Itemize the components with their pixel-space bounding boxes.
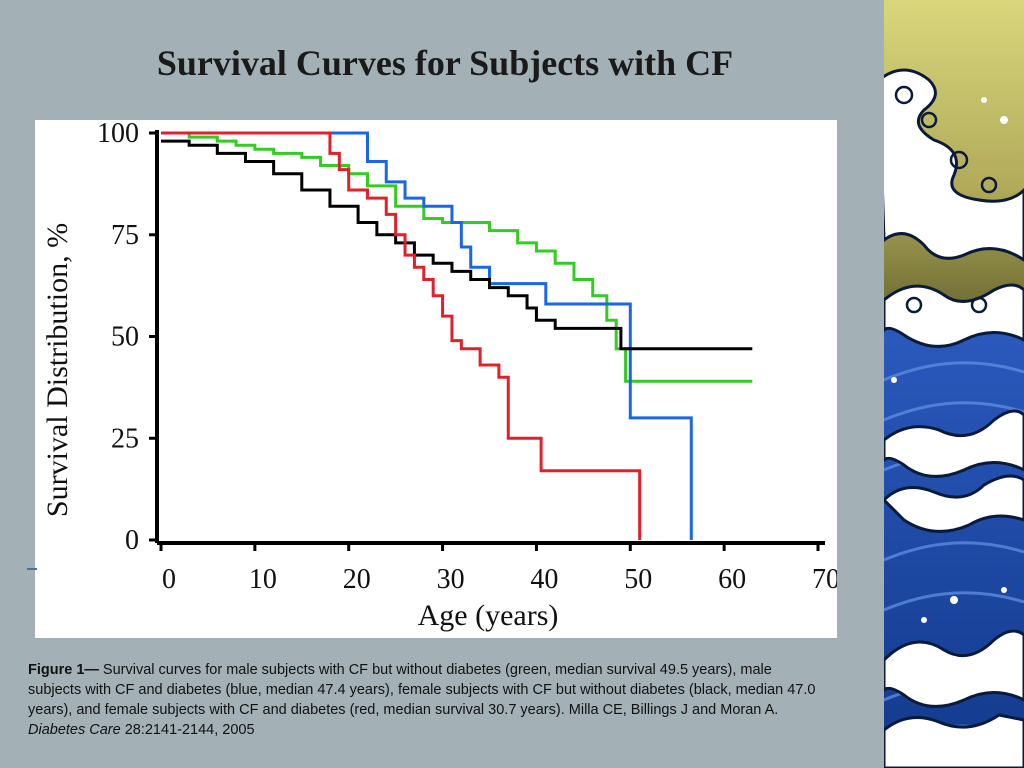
slide-title: Survival Curves for Subjects with CF xyxy=(156,43,734,83)
survival-curve-red xyxy=(161,131,642,540)
wave-decoration-panel xyxy=(884,0,1024,768)
caption-text: Survival curves for male subjects with C… xyxy=(28,662,816,718)
x-tick-label: 20 xyxy=(343,564,371,595)
survival-chart: 0 25 50 75 100 0 10 20 30 40 50 60 70 Age (years) S… xyxy=(41,120,837,632)
foam-dots xyxy=(891,97,1008,623)
x-tick-label: 50 xyxy=(624,564,652,595)
y-ticks: 0 25 50 75 100 xyxy=(97,120,157,556)
survival-curve-blue xyxy=(161,131,693,540)
x-tick-label: 10 xyxy=(249,564,277,595)
y-tick-label: 0 xyxy=(125,525,139,556)
x-tick-label: 30 xyxy=(437,564,465,595)
x-tick-label: 40 xyxy=(530,564,558,595)
y-tick-label: 25 xyxy=(111,423,139,454)
y-tick-label: 100 xyxy=(97,120,139,149)
x-tick-label: 70 xyxy=(812,564,837,595)
x-tick-label: 0 xyxy=(162,564,176,595)
y-tick-label: 75 xyxy=(111,220,139,251)
survival-curve-black xyxy=(161,139,753,351)
accent-line xyxy=(27,568,37,570)
y-axis-title: Survival Distribution, % xyxy=(41,223,74,517)
figure-caption: Figure 1— Survival curves for male subje… xyxy=(28,660,818,740)
y-tick-label: 50 xyxy=(111,322,139,353)
caption-citation: 28:2141-2144, 2005 xyxy=(120,722,255,738)
wave-crest-mid xyxy=(884,409,1024,533)
x-axis-title: Age (years) xyxy=(418,599,559,632)
series-layer xyxy=(161,131,753,540)
survival-curve-green xyxy=(161,131,753,383)
chart-axes xyxy=(155,130,825,545)
chart-panel: 0 25 50 75 100 0 10 20 30 40 50 60 70 Age (years) S… xyxy=(35,120,837,638)
caption-journal: Diabetes Care xyxy=(28,722,121,738)
x-tick-label: 60 xyxy=(718,564,746,595)
wave-crest-bottom xyxy=(884,629,1024,768)
caption-figure-label: Figure 1— xyxy=(28,662,99,678)
wave-curls xyxy=(894,85,998,314)
x-ticks: 0 10 20 30 40 50 60 70 xyxy=(159,543,837,595)
